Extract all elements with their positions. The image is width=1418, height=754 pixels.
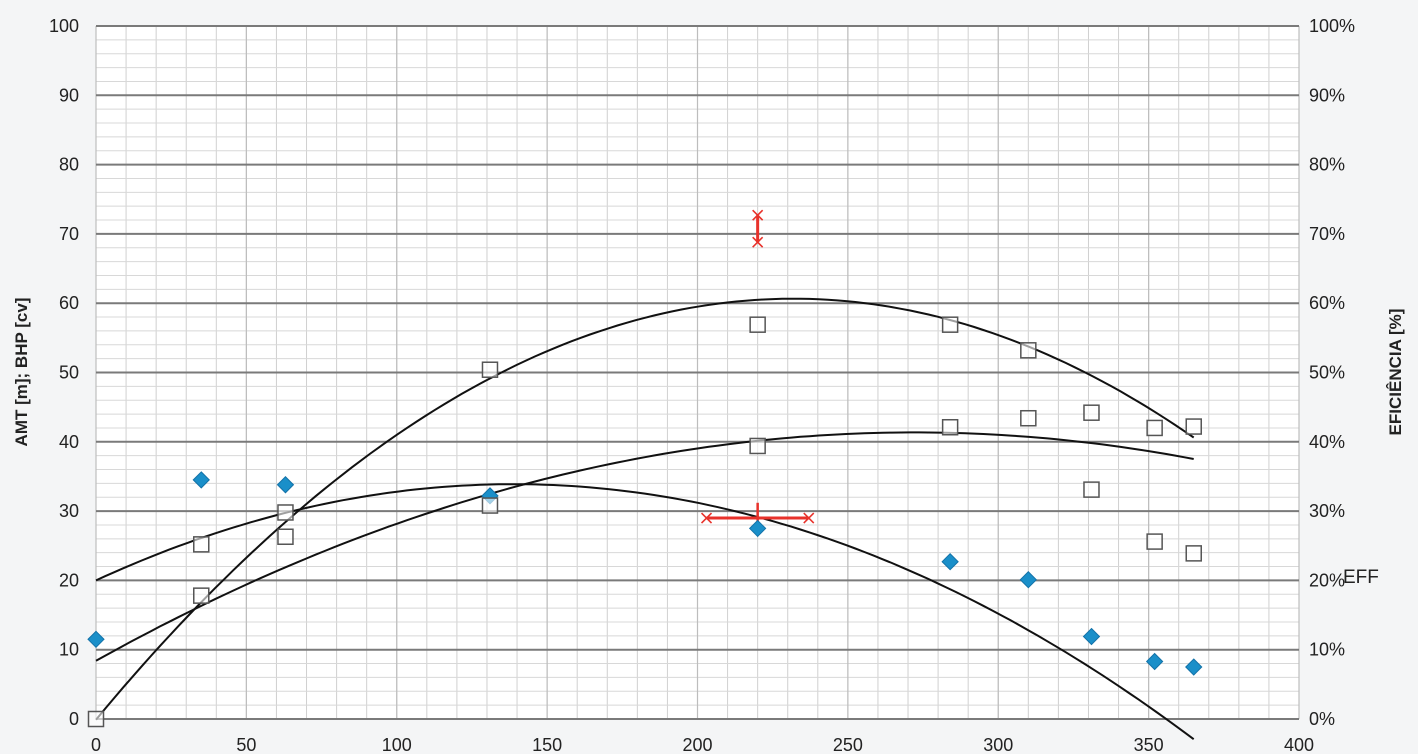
data-point-square (481, 497, 499, 514)
y-tick-label: 60 (59, 293, 79, 313)
trend-curve-3 (95, 297, 1195, 721)
y-tick-label: 30 (59, 501, 79, 521)
data-point-square (193, 536, 210, 553)
data-markers (87, 316, 1203, 728)
data-point-square (1146, 533, 1163, 550)
y-tick-label: 10 (59, 640, 79, 660)
y-axis-right-ticks: 0% 10% 20% 30% 40% 50% 60% 70% 80% 90% 100% (1309, 16, 1355, 729)
data-point-square (1083, 404, 1100, 421)
y2-tick-label: 20% (1309, 570, 1345, 590)
y2-tick-label: 50% (1309, 363, 1345, 383)
y-axis-right-title: EFICIÊNCIA [%] (1386, 309, 1405, 436)
y2-tick-label: 80% (1309, 155, 1345, 175)
data-point-square (193, 587, 210, 604)
error-cap-low (752, 236, 764, 248)
y2-tick-label: 90% (1309, 85, 1345, 105)
y-tick-label: 40 (59, 432, 79, 452)
data-point-square (1146, 419, 1163, 437)
x-tick-label: 100 (382, 735, 412, 754)
y-tick-label: 20 (59, 570, 79, 590)
data-point-diamond (192, 471, 210, 489)
y-tick-label: 80 (59, 155, 79, 175)
data-point-diamond (276, 476, 295, 494)
data-point-square (277, 528, 294, 545)
y-tick-label: 50 (59, 363, 79, 383)
data-point-diamond (1185, 658, 1203, 676)
data-point-square (749, 316, 766, 333)
data-point-diamond (87, 630, 105, 649)
data-point-square (1083, 481, 1100, 498)
error-cap-right (803, 512, 815, 524)
y2-tick-label: 10% (1309, 640, 1345, 660)
error-cap-high (752, 209, 764, 221)
data-point-square (87, 710, 105, 728)
data-point-square (1020, 342, 1037, 359)
y-tick-label: 70 (59, 224, 79, 244)
data-point-square (941, 316, 959, 333)
x-tick-label: 300 (983, 735, 1013, 754)
y-axis-left-title: AMT [m]; BHP [cv] (12, 298, 31, 447)
y-tick-label: 90 (59, 85, 79, 105)
error-bars (700, 209, 815, 534)
x-tick-label: 200 (682, 735, 712, 754)
y2-tick-label: 0% (1309, 709, 1335, 729)
y-tick-label: 0 (69, 709, 79, 729)
data-point-square (1185, 545, 1202, 562)
y-tick-label: 100 (49, 16, 79, 36)
data-point-diamond (1082, 627, 1101, 646)
error-cap-left (700, 512, 713, 524)
y2-tick-label: 30% (1309, 501, 1345, 521)
data-point-diamond (941, 552, 959, 571)
data-point-square (1020, 409, 1037, 427)
data-point-diamond (748, 519, 767, 538)
trend-curve-2 (95, 431, 1194, 662)
x-tick-label: 250 (833, 735, 863, 754)
y2-tick-label: 60% (1309, 293, 1345, 313)
major-gridlines (95, 25, 1300, 720)
data-point-diamond (1019, 570, 1038, 589)
data-point-square (481, 361, 499, 378)
eff-annotation: EFF (1343, 567, 1379, 588)
data-point-square (1185, 418, 1202, 435)
data-point-square (277, 504, 294, 521)
data-point-square (749, 437, 766, 455)
x-axis-ticks: 0 50 100 150 200 250 300 350 400 (91, 735, 1314, 754)
x-tick-label: 350 (1134, 735, 1164, 754)
x-tick-label: 150 (532, 735, 562, 754)
data-point-square (941, 418, 959, 436)
x-tick-label: 400 (1284, 735, 1314, 754)
data-point-diamond (1145, 652, 1164, 671)
y2-tick-label: 70% (1309, 224, 1345, 244)
y2-tick-label: 40% (1309, 432, 1345, 452)
x-tick-label: 0 (91, 735, 101, 754)
y-axis-left-ticks: 0 10 20 30 40 50 60 70 80 90 100 (49, 16, 79, 729)
y2-tick-label: 100% (1309, 16, 1355, 36)
x-tick-label: 50 (236, 735, 256, 754)
